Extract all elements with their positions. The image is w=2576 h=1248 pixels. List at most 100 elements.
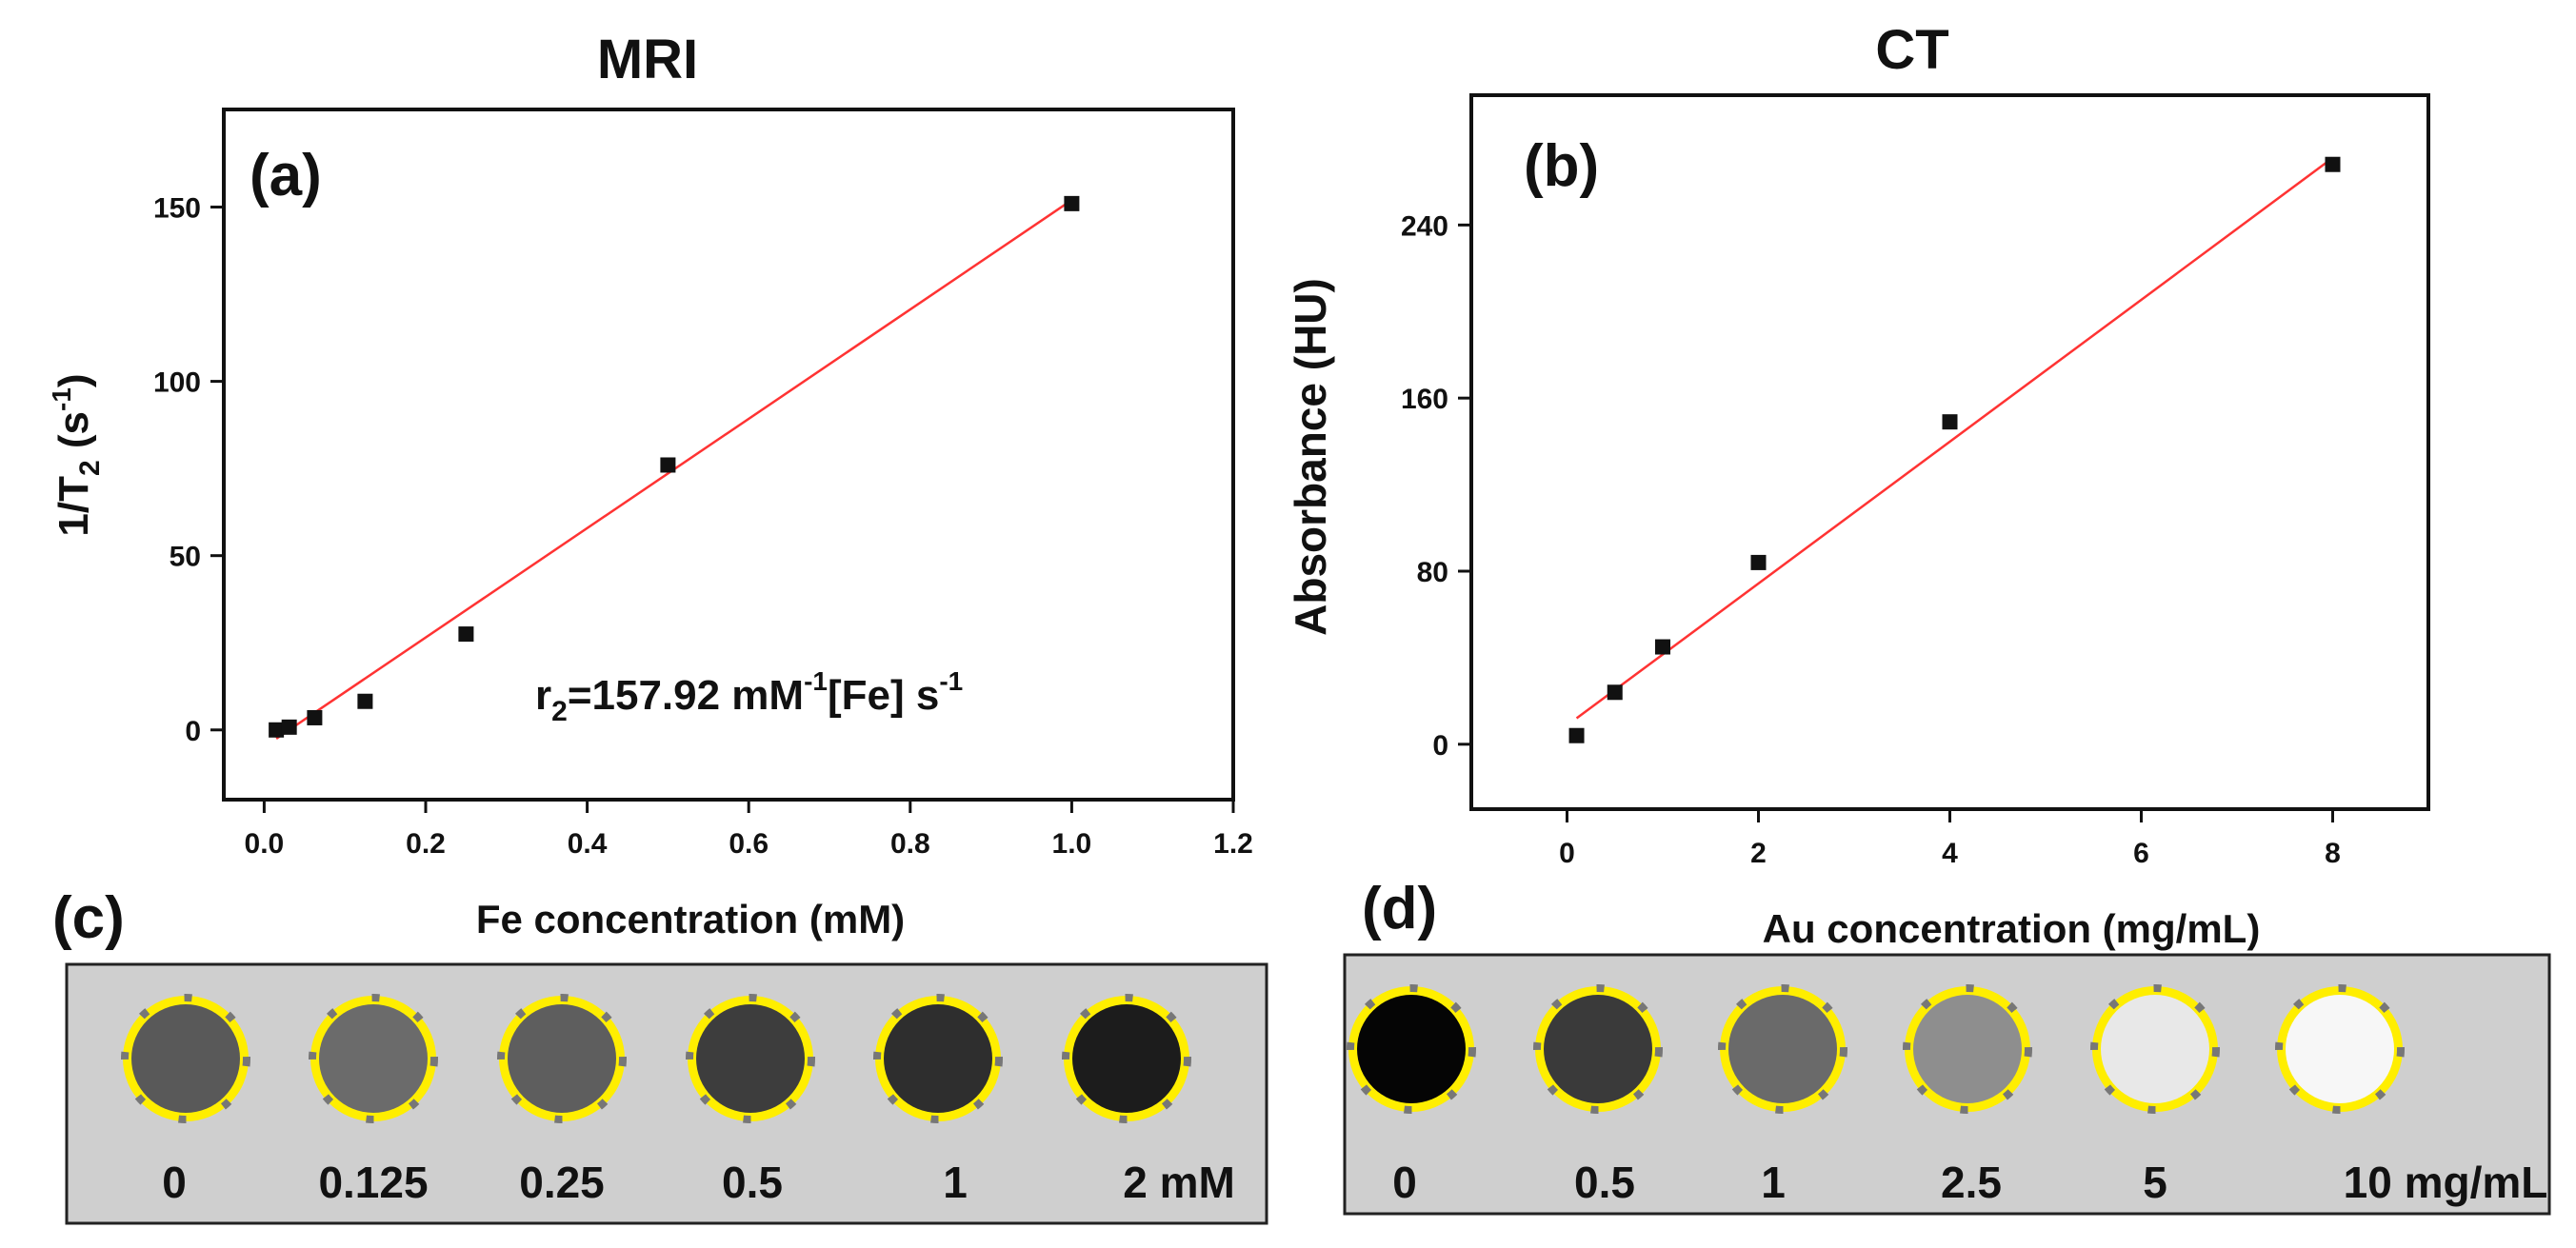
phantom-label: 1 [943, 1158, 968, 1207]
phantom-label: 5 [2143, 1158, 2167, 1207]
data-point [1655, 639, 1670, 655]
x-tick-label: 0.8 [890, 828, 930, 860]
data-point [281, 719, 297, 735]
mri-chart: MRI (a) 0.0 0.2 0.4 0.6 0.8 1.0 1.2 050100150 … [47, 29, 1253, 941]
phantom-ring-dash [1718, 984, 1847, 1114]
mri-plot-frame [222, 108, 1235, 802]
phantom-ring-dash [873, 994, 1003, 1123]
phantom-well [309, 994, 438, 1123]
phantom-ring-dash [1062, 994, 1191, 1123]
y-tick-label: 150 [153, 193, 201, 225]
data-point [269, 722, 285, 738]
phantom-ring-dash [2275, 984, 2405, 1114]
x-tick-label: 0.2 [406, 828, 446, 860]
mri-anno-d: -1 [804, 666, 828, 696]
phantom-ring-dash [121, 994, 250, 1123]
y-tick-label: 240 [1401, 210, 1448, 242]
ct-phantom-panel: (d) 0 0.5 1 2.5 5 10 mg/mL [1343, 876, 2551, 1216]
phantom-sample [131, 1004, 240, 1113]
mri-anno-e: [Fe] s [828, 672, 939, 719]
data-point [1750, 554, 1767, 570]
x-tick-label: 0.4 [568, 828, 608, 860]
phantom-sample [884, 1004, 992, 1113]
phantom-well [2275, 984, 2405, 1114]
mri-ylabel-end: ) [50, 373, 97, 387]
phantom-well [1347, 984, 1476, 1114]
mri-data-points [269, 195, 1080, 738]
x-tick-label: 0.6 [729, 828, 769, 860]
phantom-label: 0.25 [519, 1158, 605, 1207]
phantom-sample [1072, 1004, 1181, 1113]
phantom-sample [2101, 995, 2209, 1103]
x-tick-label: 8 [2325, 838, 2341, 869]
phantom-ring-dash [309, 994, 438, 1123]
phantom-sample [2286, 995, 2394, 1103]
data-point [660, 457, 676, 473]
mri-ylabel-main: 1/T [50, 476, 97, 537]
phantom-ring-dash [1347, 984, 1476, 1114]
mri-anno-f: -1 [939, 666, 963, 696]
y-tick-label: 100 [153, 367, 201, 399]
ct-panel-label: (b) [1524, 133, 1599, 199]
mri-ylabel-sub: 2 [74, 460, 106, 476]
ct-fit-line [1575, 156, 2334, 720]
phantom-sample [1728, 995, 1837, 1103]
mri-x-axis-label: Fe concentration (mM) [476, 897, 905, 941]
mri-y-axis-label: 1/T2 (s-1) [47, 373, 106, 536]
data-point [1568, 727, 1585, 743]
y-tick-label: 50 [170, 542, 201, 573]
mri-phantom-panel: (c) 0 0.125 0.25 0.5 1 2 mM [52, 885, 1268, 1225]
phantom-label: 0.5 [1574, 1158, 1635, 1207]
y-tick-label: 0 [1432, 730, 1448, 762]
y-tick-label: 160 [1401, 384, 1448, 415]
x-tick-label: 0.0 [245, 828, 285, 860]
x-tick-label: 2 [1750, 838, 1767, 869]
x-tick-label: 4 [1942, 838, 1958, 869]
data-point [1607, 684, 1623, 701]
mri-anno-a: r [535, 672, 551, 719]
phantom-sample [1913, 995, 2022, 1103]
mri-title: MRI [597, 29, 698, 90]
mri-relaxivity-annotation: r2=157.92 mM-1[Fe] s-1 [535, 666, 963, 727]
phantom-label: 2.5 [1941, 1158, 2002, 1207]
x-tick-label: 0 [1559, 838, 1575, 869]
phantom-label: 0 [1392, 1158, 1417, 1207]
phantom-sample [1544, 995, 1652, 1103]
x-tick-label: 6 [2133, 838, 2149, 869]
ct-y-axis-label: Absorbance (HU) [1286, 278, 1335, 636]
ct-phantom-labels: 0 0.5 1 2.5 5 10 mg/mL [1392, 1158, 2547, 1207]
phantom-sample [696, 1004, 805, 1113]
y-tick-label: 0 [185, 716, 201, 747]
mri-ylabel-mid: (s [50, 411, 97, 460]
phantom-ring-dash [497, 994, 627, 1123]
phantom-label: 10 mg/mL [2344, 1158, 2548, 1207]
data-point [307, 709, 323, 725]
ct-x-axis-label: Au concentration (mg/mL) [1763, 906, 2261, 951]
phantom-ring-dash [1533, 984, 1663, 1114]
mri-phantom-wells [121, 994, 1191, 1123]
phantom-sample [319, 1004, 428, 1113]
mri-phantom-labels: 0 0.125 0.25 0.5 1 2 mM [162, 1158, 1235, 1207]
phantom-well [1903, 984, 2032, 1114]
mri-anno-c: =157.92 mM [568, 672, 804, 719]
phantom-label: 2 mM [1123, 1158, 1235, 1207]
x-tick-label: 1.2 [1213, 828, 1253, 860]
ct-data-points [1568, 156, 2341, 743]
mri-x-ticks: 0.0 0.2 0.4 0.6 0.8 1.0 1.2 [245, 800, 1253, 860]
phantom-ring-dash [1903, 984, 2032, 1114]
mri-panel-label: (a) [250, 143, 322, 208]
phantom-well [497, 994, 627, 1123]
phantom-well [1718, 984, 1847, 1114]
data-point [357, 693, 373, 709]
phantom-well [1062, 994, 1191, 1123]
phantom-well [1533, 984, 1663, 1114]
ct-plot-frame [1469, 93, 2430, 811]
phantom-sample [1357, 995, 1466, 1103]
data-point [1942, 414, 1958, 430]
phantom-well [873, 994, 1003, 1123]
data-point [458, 626, 474, 643]
mri-phantom-box [65, 962, 1268, 1225]
mri-anno-b: 2 [551, 696, 568, 727]
phantom-label: 1 [1761, 1158, 1786, 1207]
y-tick-label: 80 [1417, 557, 1448, 588]
